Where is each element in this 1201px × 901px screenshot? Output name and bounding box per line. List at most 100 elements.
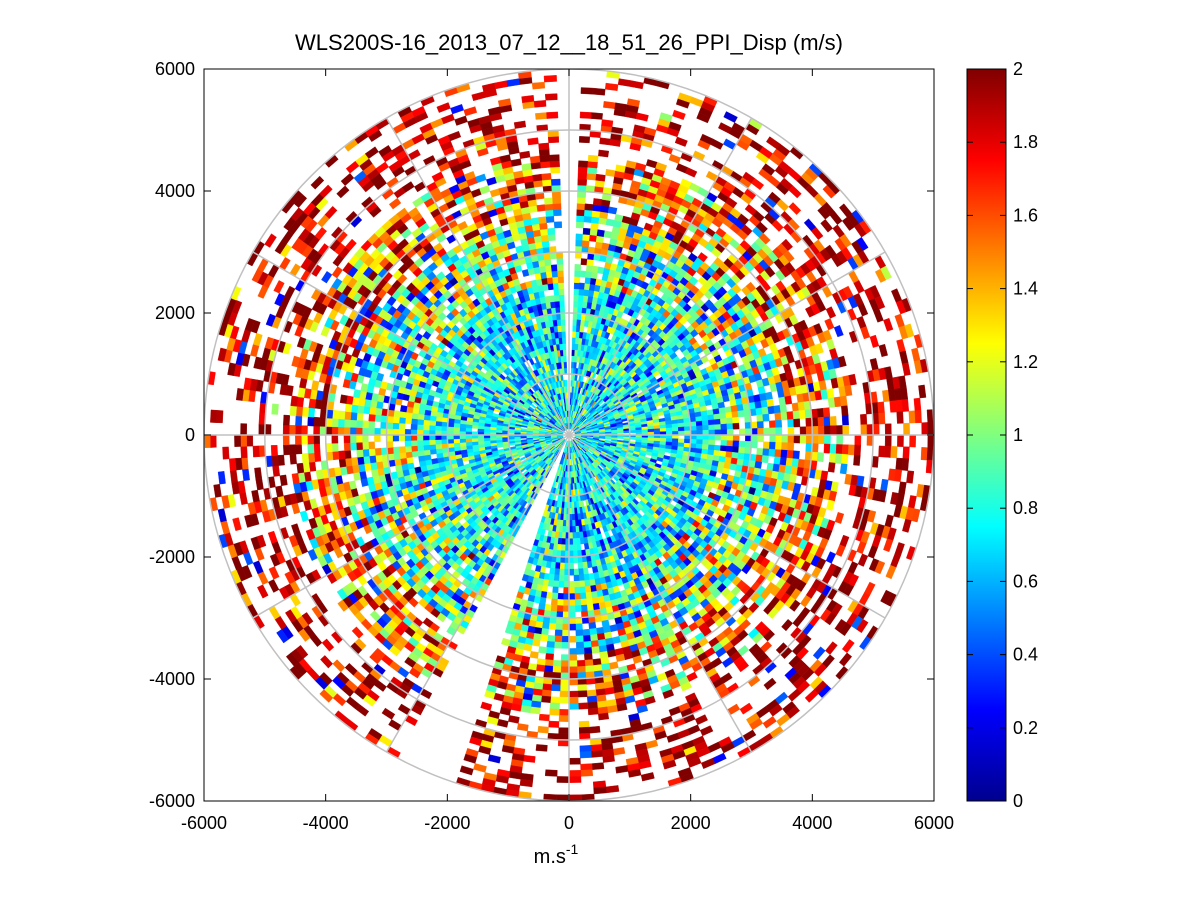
data-cell [901, 399, 910, 412]
data-cell [780, 411, 788, 421]
data-cell [577, 166, 588, 174]
data-cell [598, 149, 610, 158]
data-cell [609, 624, 618, 633]
data-cell [571, 526, 577, 533]
data-cell [736, 458, 744, 466]
data-cell [913, 397, 922, 411]
data-cell [583, 542, 590, 551]
data-cell [568, 660, 578, 668]
data-cell [607, 206, 618, 215]
data-cell [823, 443, 831, 454]
data-cell [674, 136, 688, 147]
data-cell [584, 665, 595, 673]
data-cell [827, 462, 836, 473]
data-cell [818, 434, 825, 445]
data-cell [738, 446, 746, 454]
data-cell [787, 426, 795, 436]
data-cell [576, 543, 582, 551]
data-cell [553, 641, 563, 649]
data-cell [836, 425, 844, 436]
data-cell [579, 751, 592, 759]
data-cell [587, 433, 594, 435]
data-cell [774, 412, 782, 421]
data-cell [755, 407, 763, 416]
data-cell [842, 424, 850, 436]
data-cell [590, 590, 598, 599]
data-cell [571, 519, 576, 527]
data-cell [712, 408, 720, 415]
data-cell [562, 605, 570, 613]
data-cell [761, 406, 769, 415]
data-cell [577, 172, 588, 180]
data-cell [830, 425, 837, 436]
data-cell [558, 580, 565, 588]
data-cell [756, 414, 764, 423]
data-cell [572, 532, 577, 539]
data-cell [584, 653, 593, 661]
data-cell [544, 769, 558, 777]
data-cell [602, 754, 615, 763]
data-cell [578, 726, 591, 734]
data-cell [719, 412, 727, 420]
data-cell [714, 424, 722, 431]
data-cell [834, 453, 843, 464]
data-cell [579, 592, 587, 600]
data-cell [574, 592, 581, 600]
data-cell [696, 439, 704, 445]
data-cell [580, 258, 588, 266]
data-cell [895, 457, 904, 471]
data-cell [568, 611, 576, 619]
data-cell [773, 405, 782, 414]
data-cell [586, 689, 597, 697]
data-cell [573, 361, 577, 369]
data-cell [576, 665, 586, 674]
data-cell [841, 444, 849, 455]
data-cell [757, 434, 764, 443]
data-cell [582, 628, 591, 637]
data-cell [878, 445, 886, 458]
data-cell [768, 448, 776, 457]
data-cell [647, 428, 655, 433]
data-cell [775, 419, 783, 429]
data-cell [568, 678, 578, 686]
data-cell [580, 604, 588, 612]
data-cell [695, 416, 703, 422]
data-cell [793, 434, 801, 444]
data-cell [561, 642, 570, 649]
data-cell [762, 413, 770, 422]
data-cell [541, 622, 550, 630]
data-cell [571, 513, 576, 521]
data-cell [556, 599, 564, 606]
data-cell [828, 453, 837, 464]
data-cell [523, 754, 536, 763]
data-cell [549, 567, 556, 575]
data-cell [726, 417, 734, 425]
data-cell [900, 387, 909, 401]
data-cell [781, 442, 789, 451]
data-cell [572, 550, 578, 558]
data-cell [587, 435, 594, 437]
data-cell [798, 409, 806, 420]
data-cell [576, 215, 585, 223]
data-cell [584, 277, 592, 285]
data-cell [572, 318, 578, 326]
data-cell [769, 427, 777, 436]
data-cell [696, 425, 704, 431]
data-cell [568, 654, 578, 661]
data-cell [568, 702, 579, 710]
data-cell [581, 240, 590, 248]
data-cell [901, 458, 910, 471]
data-cell [568, 757, 581, 765]
data-cell [570, 495, 574, 503]
data-cell [584, 659, 594, 667]
data-cell [547, 634, 556, 643]
data-cell [902, 446, 910, 460]
data-cell [585, 270, 593, 279]
data-cell [841, 453, 849, 465]
data-cell [561, 635, 570, 643]
data-cell [756, 421, 764, 429]
data-cell [572, 538, 577, 545]
data-cell [726, 429, 734, 436]
data-cell [583, 573, 590, 581]
data-cell [731, 451, 739, 460]
